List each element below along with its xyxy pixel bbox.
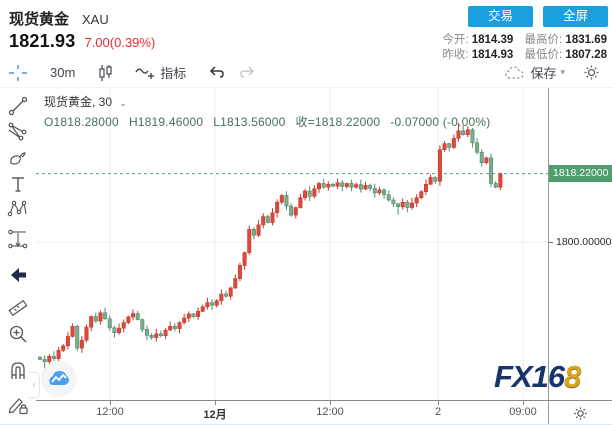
stats-row-1: 今开: 1814.39 最高价: 1831.69 — [442, 33, 607, 48]
time-tick-label: 12:00 — [316, 406, 344, 418]
save-label: 保存 — [530, 66, 557, 81]
cloud-save-button[interactable]: 保存 ▾ — [504, 63, 565, 82]
gann-fan-tool-icon[interactable] — [7, 121, 29, 143]
time-tick-mark — [110, 401, 111, 405]
daily-stats: 今开: 1814.39 最高价: 1831.69 昨收: 1814.93 最低价… — [442, 33, 607, 62]
settings-gear-icon[interactable] — [583, 64, 600, 81]
magnet-tool-icon[interactable] — [7, 360, 29, 382]
redo-button[interactable] — [238, 65, 256, 81]
text-tool-icon[interactable] — [7, 173, 29, 195]
trend-line-tool-icon[interactable] — [7, 95, 29, 117]
interval-selector[interactable]: 30m — [50, 65, 75, 80]
high-label: 最高价: — [524, 34, 563, 46]
legend-change: -0.07000 (-0.00%) — [390, 115, 491, 129]
axis-settings-gear-icon[interactable] — [549, 401, 612, 425]
time-tick-mark — [438, 401, 439, 405]
undo-button[interactable] — [208, 65, 226, 81]
hide-marks-arrow-icon[interactable] — [7, 265, 29, 287]
fullscreen-button[interactable]: 全屏 — [543, 6, 608, 27]
legend-high: H1819.46000 — [128, 115, 204, 129]
legend-chevron-icon[interactable]: ⌄ — [119, 98, 127, 108]
xabcd-pattern-tool-icon[interactable] — [7, 198, 29, 220]
prev-close-label: 昨收: — [442, 48, 469, 61]
zoom-in-tool-icon[interactable] — [7, 323, 29, 345]
chart-toolbar: 30m 指标 保存 ▾ — [0, 58, 612, 88]
date-price-range-tool-icon[interactable] — [7, 226, 29, 256]
low-value: 1807.28 — [565, 48, 607, 61]
lock-drawings-tool-icon[interactable] — [7, 394, 29, 416]
interval-label: 30m — [50, 65, 76, 80]
open-label: 今开: — [442, 34, 469, 46]
time-tick-mark — [215, 401, 216, 405]
time-tick-label: 12月 — [203, 409, 227, 421]
indicators-button[interactable]: 指标 — [135, 63, 186, 82]
fx168-watermark: FX168 — [494, 359, 581, 394]
price-tick-mark — [549, 242, 553, 244]
legend-symbol[interactable]: 现货黄金, 30 ⌄ — [44, 95, 127, 109]
legend-low: L1813.56000 — [213, 115, 286, 129]
price-axis[interactable]: 1800.00000 1818.22000 — [549, 88, 612, 400]
broker-logo[interactable] — [41, 361, 77, 397]
price-axis-border — [548, 88, 549, 425]
chart-legend: 现货黄金, 30 ⌄ O1818.28000 H1819.46000 L1813.5… — [44, 93, 500, 130]
current-price-badge: 1818.22000 — [549, 165, 612, 183]
time-tick-label: 12:00 — [96, 406, 124, 418]
legend-ohlc: O1818.28000 H1819.46000 L1813.56000 收=1818.… — [44, 113, 500, 130]
chart-style-icon[interactable] — [97, 64, 113, 82]
crosshair-icon[interactable] — [8, 64, 28, 82]
ruler-tool-icon[interactable] — [7, 294, 29, 317]
header: 现货黄金 XAU 1821.93 7.00(0.39%) 交易 全屏 今开: 1… — [0, 0, 612, 61]
time-tick-label: 2 — [434, 406, 442, 418]
drawing-toolbar — [0, 88, 36, 425]
legend-close: 收=1818.22000 — [295, 115, 381, 129]
brush-tool-icon[interactable] — [7, 147, 29, 169]
low-label: 最低价: — [524, 48, 563, 61]
legend-open: O1818.28000 — [44, 115, 119, 129]
time-tick-mark — [523, 401, 524, 405]
last-price: 1821.93 — [9, 31, 76, 51]
trade-button[interactable]: 交易 — [468, 6, 533, 27]
stats-row-2: 昨收: 1814.93 最低价: 1807.28 — [442, 48, 607, 63]
price-tick-label: 1800.00000 — [556, 236, 612, 249]
symbol-code: XAU — [82, 12, 109, 27]
time-axis[interactable]: 12:00 12月 12:00 2 09:00 — [36, 401, 548, 425]
symbol-name: 现货黄金 — [9, 11, 70, 28]
high-value: 1831.69 — [565, 34, 607, 46]
time-axis-border — [36, 400, 612, 401]
time-tick-mark — [330, 401, 331, 405]
open-value: 1814.39 — [471, 34, 514, 46]
chevron-down-icon[interactable]: ▾ — [560, 67, 565, 77]
candlestick-chart[interactable]: 现货黄金, 30 ⌄ O1818.28000 H1819.46000 L1813.5… — [36, 88, 548, 400]
time-tick-label: 09:00 — [509, 406, 537, 418]
indicators-label: 指标 — [160, 66, 187, 81]
price-change: 7.00(0.39%) — [84, 35, 156, 50]
prev-close-value: 1814.93 — [471, 48, 514, 61]
chart-canvas[interactable] — [36, 88, 548, 400]
toolbar-collapse-handle[interactable]: ‹ — [29, 372, 40, 398]
